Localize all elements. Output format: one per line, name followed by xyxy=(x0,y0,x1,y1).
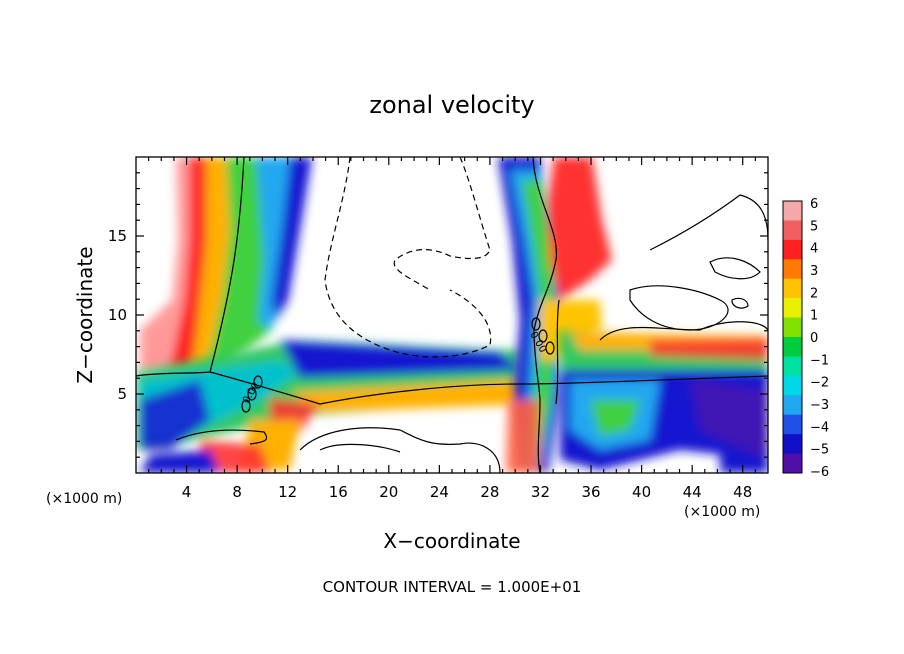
colorbar-tick-label: −1 xyxy=(810,353,829,368)
y-tick-label: 15 xyxy=(108,227,127,245)
colorbar-tick-label: 5 xyxy=(810,219,818,234)
colorbar-swatch xyxy=(783,434,802,455)
x-tick-label: 12 xyxy=(278,483,297,501)
colorbar-tick-label: 1 xyxy=(810,309,818,324)
colorbar-swatch xyxy=(783,356,802,377)
colorbar-swatch xyxy=(783,453,802,474)
axis-ticks xyxy=(136,157,768,473)
velocity-field xyxy=(136,157,768,473)
x-units-left: (×1000 m) xyxy=(46,491,122,507)
x-tick-label: 32 xyxy=(531,483,550,501)
x-tick-label: 44 xyxy=(683,483,702,501)
colorbar-tick-label: −4 xyxy=(810,420,829,435)
plot-area: 0.00 0.00 xyxy=(135,156,769,474)
colorbar-tick-label: −2 xyxy=(810,376,829,391)
colorbar-swatch xyxy=(783,395,802,416)
colorbar-tick-label: −6 xyxy=(810,465,829,480)
colorbar-tick-label: 2 xyxy=(810,286,818,301)
contour-interval-footer: CONTOUR INTERVAL = 1.000E+01 xyxy=(323,578,582,596)
colorbar-swatch xyxy=(783,201,802,221)
colorbar-swatch xyxy=(783,239,802,260)
colorbar-swatch xyxy=(783,337,802,357)
y-tick-labels: 5 10 15 xyxy=(108,227,127,403)
colorbar-tick-label: 0 xyxy=(810,331,818,346)
colorbar-tick-label: 4 xyxy=(810,242,818,257)
x-tick-label: 24 xyxy=(430,483,449,501)
x-units-right: (×1000 m) xyxy=(684,504,760,520)
colorbar-swatch xyxy=(783,375,802,396)
colorbar-swatch xyxy=(783,298,802,319)
colorbar-tick-label: 6 xyxy=(810,197,818,212)
colorbar-tick-label: −5 xyxy=(810,443,829,458)
colorbar-tick-label: −3 xyxy=(810,398,829,413)
colorbar: 6 5 4 3 2 1 0 −1 −2 −3 −4 −5 −6 xyxy=(782,197,829,480)
x-tick-label: 8 xyxy=(232,483,242,501)
chart-title: zonal velocity xyxy=(369,91,534,119)
x-tick-label: 4 xyxy=(182,483,192,501)
x-tick-labels: 4 8 12 16 20 24 28 32 36 40 44 48 xyxy=(182,483,752,501)
x-axis-label: X−coordinate xyxy=(383,529,520,553)
colorbar-swatch xyxy=(783,259,802,280)
colorbar-swatch xyxy=(783,278,802,299)
x-tick-label: 48 xyxy=(733,483,752,501)
x-tick-label: 40 xyxy=(632,483,651,501)
y-axis-label: Z−coordinate xyxy=(73,246,97,383)
colorbar-swatch xyxy=(783,414,802,435)
y-tick-label: 5 xyxy=(117,385,127,403)
colorbar-frame xyxy=(782,200,803,474)
colorbar-swatch xyxy=(783,317,802,338)
y-tick-label: 10 xyxy=(108,306,127,324)
colorbar-tick-label: 3 xyxy=(810,264,818,279)
x-tick-label: 28 xyxy=(480,483,499,501)
contour-lines xyxy=(136,157,768,473)
x-tick-label: 36 xyxy=(581,483,600,501)
x-tick-label: 16 xyxy=(329,483,348,501)
colorbar-swatch xyxy=(783,220,802,241)
x-tick-label: 20 xyxy=(379,483,398,501)
